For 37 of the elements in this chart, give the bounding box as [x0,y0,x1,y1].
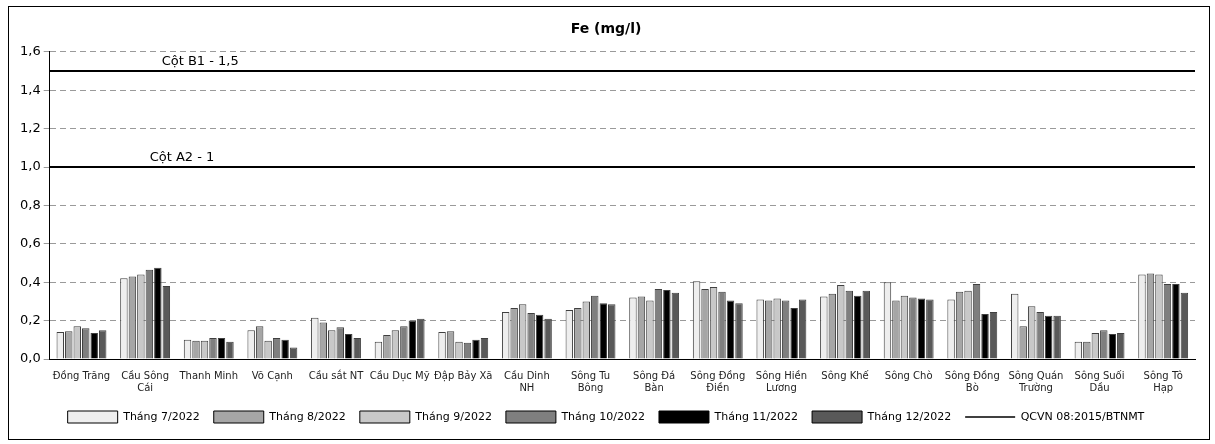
ref-line-label: Cột B1 - 1,5 [161,52,239,68]
y-tick-label: 0,2 [19,311,41,327]
legend-label: Tháng 12/2022 [866,409,952,423]
y-tick-label: 0,0 [19,350,41,366]
legend-label: Tháng 11/2022 [713,409,799,423]
y-tick-label: 0,6 [19,235,41,251]
x-tick-label: Thanh Minh [178,369,239,381]
x-tick-label: Đồng Trăng [52,369,111,381]
y-tick-label: 1,0 [19,158,41,174]
ref-line-label: Cột A2 - 1 [149,148,215,164]
x-tick-label: Cầu Dục Mỹ [369,369,430,382]
y-tick-label: 1,6 [19,43,41,59]
x-tick-label: Cầu sắt NT [308,368,365,381]
x-tick-label: Sông Suối Dầu [1074,369,1125,393]
x-tick-label: Sông Đồng Bò [944,369,1000,393]
legend-label: Tháng 10/2022 [560,409,645,423]
x-tick-label: Đập Bảy Xã [434,369,493,382]
y-tick-label: 1,4 [19,81,41,97]
x-tick-label: Sông Đá Bàn [633,369,676,393]
x-tick-label: Cầu Sông Cái [121,369,170,393]
text: QCVN 08:2015/BTNMT [1020,409,1145,423]
legend-label: Tháng 9/2022 [414,409,492,423]
y-tick-label: 0,8 [19,196,41,212]
x-tick-label: Võ Cạnh [251,369,293,382]
legend-label: Tháng 7/2022 [122,409,200,423]
y-tick-label: 0,4 [19,273,41,289]
x-tick-label: Sông Tô Hạp [1143,369,1183,394]
x-tick-label: Sông Tu Bông [570,369,611,393]
y-tick-label: 1,2 [19,119,41,135]
legend-label: Tháng 8/2022 [268,409,346,423]
x-tick-label: Sông Khế [821,369,870,381]
x-tick-label: Sông Đồng Điền [690,369,746,393]
x-tick-label: Sông Quán Trường [1008,369,1064,393]
x-tick-label: Sông Hiền Lương [755,369,807,393]
x-tick-label: Cầu Dinh NH [504,369,550,393]
chart-title: Fe (mg/l) [570,20,642,37]
x-tick-label: Sông Chò [884,369,933,381]
